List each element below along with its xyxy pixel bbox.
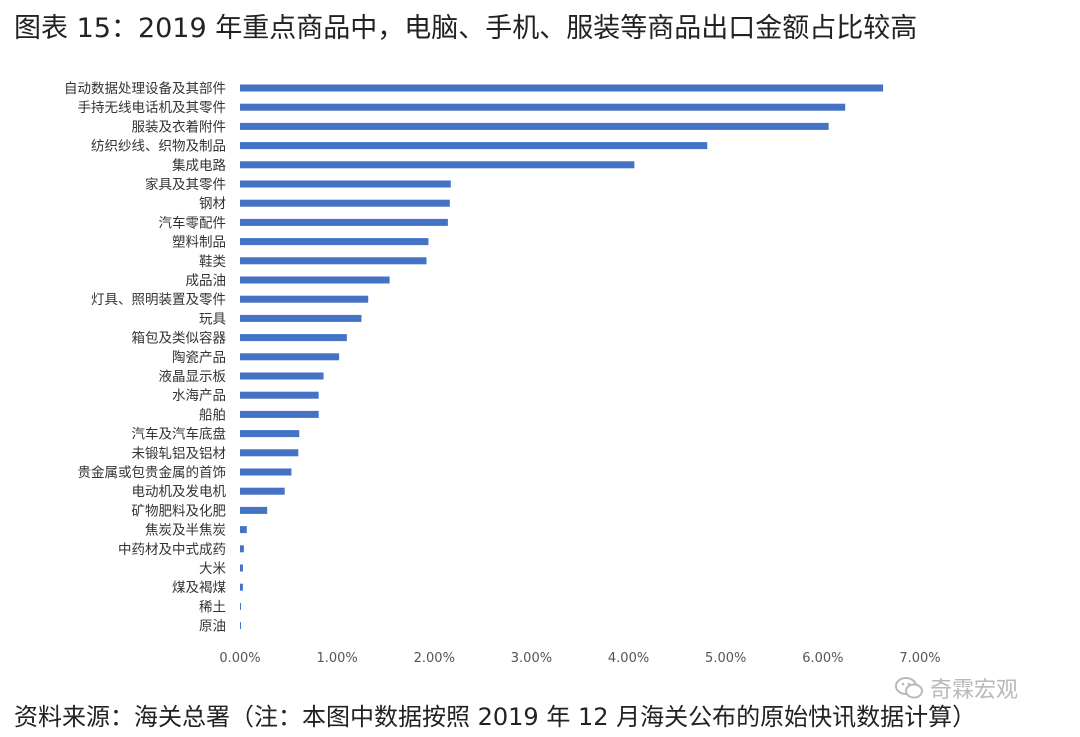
bar bbox=[240, 276, 390, 284]
category-label: 中药材及中式成药 bbox=[118, 542, 226, 558]
x-tick-labels: 0.00% 1.00% 2.00% 3.00% 4.00% 5.00% 6.00% 7.00% bbox=[219, 651, 940, 666]
x-tick-label: 4.00% bbox=[608, 651, 649, 666]
bar bbox=[240, 122, 829, 130]
category-label: 陶瓷产品 bbox=[172, 350, 226, 366]
category-label: 鞋类 bbox=[199, 254, 226, 270]
bar bbox=[240, 487, 285, 495]
bar-chart: 自动数据处理设备及其部件手持无线电话机及其零件服装及衣着附件纺织纱线、织物及制品… bbox=[64, 80, 941, 666]
bar bbox=[240, 583, 243, 591]
category-label: 服装及衣着附件 bbox=[132, 118, 227, 135]
bar bbox=[240, 334, 347, 342]
category-label: 钢材 bbox=[199, 196, 226, 212]
category-label: 电动机及发电机 bbox=[132, 484, 227, 500]
category-label: 稀土 bbox=[199, 599, 226, 615]
category-label: 贵金属或包贵金属的首饰 bbox=[78, 465, 227, 481]
category-label: 成品油 bbox=[186, 273, 227, 289]
category-label: 船舶 bbox=[199, 407, 226, 423]
category-label: 焦炭及半焦炭 bbox=[145, 523, 226, 539]
bar bbox=[240, 545, 244, 553]
bar bbox=[240, 295, 369, 303]
category-label: 集成电路 bbox=[172, 158, 226, 174]
category-label: 纺织纱线、织物及制品 bbox=[91, 139, 226, 155]
bar bbox=[240, 180, 451, 188]
bar bbox=[240, 353, 340, 361]
category-labels: 自动数据处理设备及其部件手持无线电话机及其零件服装及衣着附件纺织纱线、织物及制品… bbox=[64, 80, 226, 635]
bar bbox=[240, 391, 319, 399]
category-label: 液晶显示板 bbox=[159, 369, 227, 385]
bar bbox=[240, 622, 241, 630]
bar bbox=[240, 199, 450, 207]
bar bbox=[240, 602, 241, 610]
x-tick-label: 5.00% bbox=[705, 651, 746, 666]
category-label: 汽车及汽车底盘 bbox=[132, 426, 227, 443]
category-label: 自动数据处理设备及其部件 bbox=[64, 80, 226, 97]
x-tick-label: 3.00% bbox=[511, 651, 552, 666]
bar bbox=[240, 103, 846, 111]
bars bbox=[240, 84, 884, 630]
category-label: 水海产品 bbox=[172, 388, 226, 404]
x-tick-label: 0.00% bbox=[219, 651, 260, 666]
bar bbox=[240, 564, 243, 572]
category-label: 煤及褐煤 bbox=[172, 580, 226, 596]
category-label: 玩具 bbox=[199, 311, 226, 327]
x-tick-label: 6.00% bbox=[802, 651, 843, 666]
watermark-text: 奇霖宏观 bbox=[930, 678, 1019, 703]
x-tick-label: 2.00% bbox=[414, 651, 455, 666]
bar bbox=[240, 372, 324, 380]
chart-title: 图表 15：2019 年重点商品中，电脑、手机、服装等商品出口金额占比较高 bbox=[14, 13, 918, 44]
category-label: 大米 bbox=[199, 561, 226, 577]
category-label: 灯具、照明装置及零件 bbox=[91, 292, 226, 308]
category-label: 箱包及类似容器 bbox=[132, 330, 227, 347]
bar bbox=[240, 468, 292, 476]
bar bbox=[240, 526, 247, 534]
category-label: 家具及其零件 bbox=[145, 176, 226, 193]
bar bbox=[240, 84, 884, 92]
bar bbox=[240, 161, 635, 169]
bar bbox=[240, 506, 268, 514]
bar bbox=[240, 218, 448, 226]
bar bbox=[240, 449, 299, 457]
category-label: 汽车零配件 bbox=[159, 214, 227, 231]
category-label: 矿物肥料及化肥 bbox=[132, 503, 227, 519]
category-label: 塑料制品 bbox=[172, 235, 226, 251]
category-label: 未锻轧铝及铝材 bbox=[132, 446, 227, 462]
bar bbox=[240, 257, 427, 265]
category-label: 原油 bbox=[199, 619, 226, 635]
source-note: 资料来源：海关总署（注：本图中数据按照 2019 年 12 月海关公布的原始快讯… bbox=[14, 703, 977, 731]
bar bbox=[240, 142, 708, 150]
wechat-icon bbox=[895, 677, 923, 699]
bar bbox=[240, 410, 319, 418]
bar bbox=[240, 238, 429, 246]
watermark: 奇霖宏观 bbox=[894, 672, 1066, 704]
x-tick-label: 7.00% bbox=[899, 651, 940, 666]
bar bbox=[240, 314, 362, 322]
category-label: 手持无线电话机及其零件 bbox=[78, 100, 227, 116]
x-tick-label: 1.00% bbox=[316, 651, 357, 666]
bar bbox=[240, 430, 300, 438]
